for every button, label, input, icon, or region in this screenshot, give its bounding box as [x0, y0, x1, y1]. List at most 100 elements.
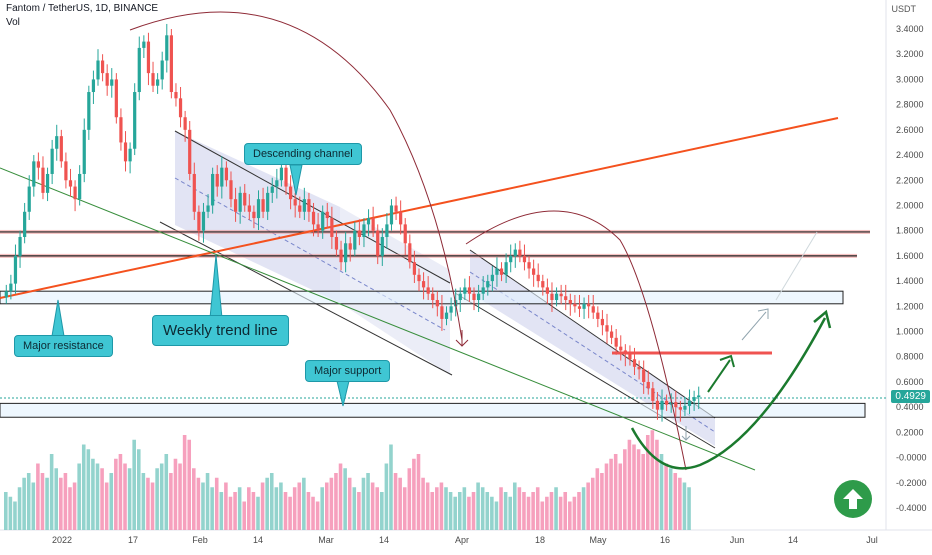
symbol-title: Fantom / TetherUS, 1D, BINANCE [6, 3, 159, 14]
candle-body [50, 148, 54, 174]
candle-body [334, 236, 339, 250]
candle-body [4, 291, 8, 298]
volume-bar [522, 492, 526, 530]
volume-bar [297, 482, 302, 530]
volume-bar [45, 477, 49, 530]
volume-bar [334, 473, 338, 530]
candle-body [518, 249, 522, 256]
time-tick-label: Jul [866, 535, 878, 545]
candle-body [371, 218, 375, 231]
volume-bar [26, 473, 31, 530]
candle-body [435, 300, 439, 307]
volume-bar [682, 482, 687, 530]
candle-body [646, 381, 650, 389]
candle-body [220, 167, 224, 187]
price-tick-label: 2.8000 [896, 100, 924, 110]
volume-bar [265, 477, 269, 530]
volume-bar [476, 482, 480, 530]
volume-bar [380, 492, 384, 530]
volume-bar [260, 482, 265, 530]
price-tick-label: 0.6000 [896, 377, 924, 387]
volume-bar [8, 496, 13, 530]
long-trend-line [0, 167, 756, 471]
candle-body [64, 161, 68, 181]
volume-bar [22, 477, 26, 530]
candle-body [119, 117, 123, 143]
volume-bar [604, 463, 609, 530]
candle-body [632, 359, 637, 367]
volume-bar [361, 477, 366, 530]
candle-body [495, 268, 499, 275]
candle-body [628, 354, 632, 360]
candle-body [114, 79, 118, 118]
candle-body [288, 186, 293, 200]
price-tick-label: 1.6000 [896, 251, 924, 261]
volume-bar [563, 492, 568, 530]
candle-body [417, 274, 421, 282]
candle-body [674, 402, 678, 408]
projection-arc-2 [465, 210, 687, 471]
candle-body [692, 397, 696, 401]
volume-bar [444, 487, 448, 530]
candle-body [353, 230, 357, 250]
volume-bar [439, 482, 444, 530]
major-support-callout: Major support [305, 360, 391, 382]
candle-body [211, 173, 215, 206]
volume-bar [306, 492, 311, 530]
candle-body [623, 350, 627, 355]
price-tick-label: 1.8000 [896, 226, 924, 236]
volume-bar [650, 430, 655, 530]
candle-body [554, 293, 559, 301]
candle-body [582, 303, 586, 309]
time-tick-label: 17 [128, 535, 138, 545]
arrow-up-icon [843, 489, 863, 509]
candle-body [476, 293, 481, 301]
candle-body [279, 167, 284, 181]
time-tick-label: 16 [660, 535, 670, 545]
candle-body [321, 211, 325, 231]
time-tick-label: 18 [535, 535, 545, 545]
candle-body [146, 41, 151, 74]
volume-bar [237, 487, 242, 530]
time-tick-label: 14 [253, 535, 263, 545]
volume-bar [302, 477, 306, 530]
volume-bar [370, 482, 375, 530]
volume-bar [425, 482, 430, 530]
volume-bar [503, 492, 508, 530]
candle-body [233, 199, 238, 212]
candle-body [23, 211, 27, 237]
volume-bar [132, 439, 136, 530]
current-price-tag: 0.4929 [891, 390, 930, 403]
candle-body [399, 211, 403, 225]
volume-bar [581, 487, 586, 530]
time-tick-label: 14 [788, 535, 798, 545]
volume-bar [173, 458, 178, 530]
candle-body [669, 402, 673, 405]
candle-body [13, 255, 18, 284]
volume-bar [256, 496, 260, 530]
candle-body [243, 192, 247, 206]
candle-body [151, 73, 155, 86]
major-resistance-callout: Major resistance [14, 335, 113, 357]
candle-body [41, 167, 45, 193]
volume-bar [687, 487, 691, 530]
candle-body [426, 287, 430, 294]
candle-body [362, 224, 366, 237]
volume-bar [205, 473, 210, 530]
candle-body [100, 60, 105, 74]
volume-bar [123, 463, 127, 530]
axis-unit: USDT [891, 4, 917, 14]
candle-body [59, 136, 63, 162]
candle-body [651, 388, 655, 401]
candle-body [408, 243, 412, 263]
price-tick-label: 1.0000 [896, 327, 924, 337]
volume-bar [595, 468, 600, 530]
candle-body [431, 293, 435, 301]
arrow-up-circle-icon[interactable] [834, 480, 872, 518]
volume-bar [114, 458, 118, 530]
candle-body [32, 161, 36, 187]
candle-body [481, 287, 485, 294]
volume-bar [357, 492, 361, 530]
descending-channel-pointer [289, 164, 303, 196]
volume-bar [201, 482, 205, 530]
